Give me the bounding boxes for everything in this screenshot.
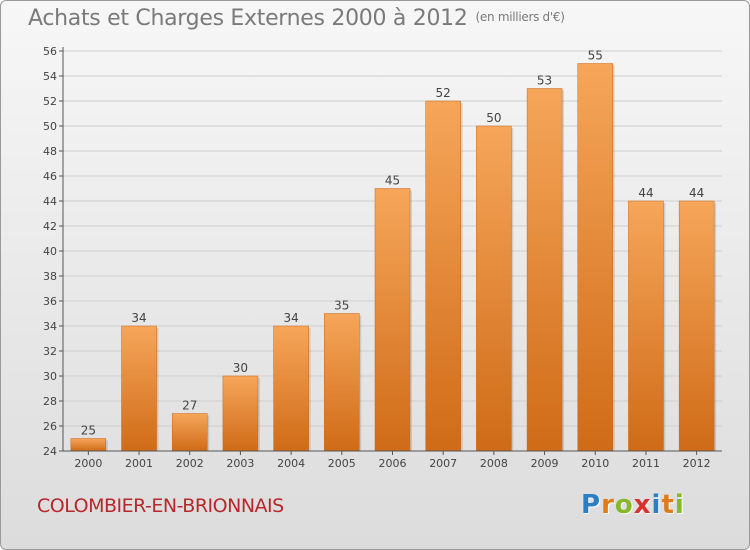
bar xyxy=(628,200,664,452)
y-tick-label: 40 xyxy=(43,245,57,258)
bar xyxy=(526,88,563,452)
y-tick-label: 26 xyxy=(43,420,57,433)
x-tick-label: 2005 xyxy=(328,457,356,470)
commune-name: COLOMBIER-EN-BRIONNAIS xyxy=(37,495,284,517)
y-tick-label: 24 xyxy=(43,445,57,458)
x-tick-label: 2007 xyxy=(429,457,457,470)
x-tick-label: 2011 xyxy=(632,457,660,470)
bar-value-label: 44 xyxy=(638,186,653,200)
chart-unit: (en milliers d'€) xyxy=(475,10,565,24)
y-tick-label: 52 xyxy=(43,95,57,108)
bar xyxy=(324,313,360,452)
y-tick-label: 38 xyxy=(43,270,57,283)
bar-value-label: 45 xyxy=(385,174,400,188)
bar xyxy=(171,413,208,452)
y-tick-label: 30 xyxy=(43,370,57,383)
bar xyxy=(476,125,512,452)
bars: 25 34 27 30 34 35 45 52 50 53 55 44 44 xyxy=(70,49,717,452)
logo-letter: i xyxy=(674,490,685,520)
y-tick-label: 46 xyxy=(43,170,57,183)
logo-letter: t xyxy=(661,490,675,520)
y-tick-label: 28 xyxy=(43,395,57,408)
x-tick-label: 2004 xyxy=(277,457,305,470)
bar-value-label: 44 xyxy=(689,186,704,200)
bar xyxy=(70,438,107,452)
x-tick-label: 2012 xyxy=(683,457,711,470)
y-tick-label: 56 xyxy=(43,45,57,58)
proxiti-logo: Proxiti xyxy=(581,490,685,520)
bar xyxy=(222,375,259,452)
logo-letter: P xyxy=(581,490,602,520)
x-tick-label: 2006 xyxy=(379,457,407,470)
bar-value-label: 35 xyxy=(334,299,349,313)
chart-title-text: Achats et Charges Externes 2000 à 2012 xyxy=(28,6,468,31)
x-tick-label: 2008 xyxy=(480,457,508,470)
logo-letter: r xyxy=(601,490,615,520)
y-tick-label: 44 xyxy=(43,195,57,208)
bar xyxy=(577,63,614,452)
chart-title: Achats et Charges Externes 2000 à 2012 (e… xyxy=(28,6,565,31)
x-tick-label: 2001 xyxy=(125,457,153,470)
bar xyxy=(273,325,309,452)
axes: 24 26 28 30 32 34 36 38 40 42 44 46 48 50 52 54 56 2000 20… xyxy=(43,45,722,470)
y-tick-label: 50 xyxy=(43,120,57,133)
logo-letter: o xyxy=(614,490,634,520)
logo-letter: x xyxy=(633,490,652,520)
bar xyxy=(121,325,157,452)
bar-value-label: 27 xyxy=(182,399,197,413)
x-tick-label: 2000 xyxy=(74,457,102,470)
y-tick-label: 42 xyxy=(43,220,57,233)
bar xyxy=(425,100,461,452)
bar-value-label: 30 xyxy=(233,361,248,375)
bar-value-label: 53 xyxy=(537,74,552,88)
bar xyxy=(374,188,411,452)
bar-value-label: 34 xyxy=(283,311,298,325)
y-tick-label: 36 xyxy=(43,295,57,308)
x-tick-label: 2010 xyxy=(581,457,609,470)
y-tick-label: 48 xyxy=(43,145,57,158)
x-tick-label: 2003 xyxy=(226,457,254,470)
bar-value-label: 52 xyxy=(436,86,451,100)
y-tick-label: 32 xyxy=(43,345,57,358)
x-tick-label: 2002 xyxy=(176,457,204,470)
bar-value-label: 55 xyxy=(588,49,603,63)
x-tick-label: 2009 xyxy=(531,457,559,470)
logo-letter: i xyxy=(651,490,662,520)
bar-value-label: 50 xyxy=(486,111,501,125)
bar-value-label: 25 xyxy=(81,424,96,438)
bar-value-label: 34 xyxy=(131,311,146,325)
y-tick-label: 54 xyxy=(43,70,57,83)
y-tick-label: 34 xyxy=(43,320,57,333)
bar xyxy=(678,200,715,452)
